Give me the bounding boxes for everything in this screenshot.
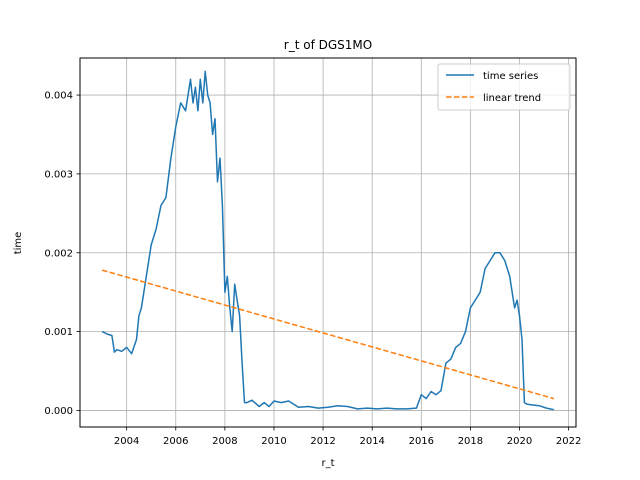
legend: time series linear trend <box>437 63 571 111</box>
x-tick-label: 2020 <box>507 436 532 447</box>
legend-label-time-series: time series <box>483 71 538 82</box>
x-tick-label: 2010 <box>261 436 286 447</box>
legend-label-linear-trend: linear trend <box>483 93 541 104</box>
y-axis-label: time <box>13 232 24 255</box>
x-axis-ticks: 2004 2006 2008 2010 2012 2014 2016 2018 2020 2022 <box>114 427 581 447</box>
x-axis-label: r_t <box>321 458 334 469</box>
axes-frame <box>79 57 577 428</box>
y-tick-label: 0.004 <box>44 91 73 102</box>
y-axis-ticks: 0.000 0.001 0.002 0.003 0.004 <box>44 91 80 417</box>
y-tick-label: 0.001 <box>44 327 73 338</box>
grid-lines <box>80 58 576 427</box>
series-layer <box>101 70 555 411</box>
series-line-linear-trend <box>101 269 555 400</box>
x-tick-label: 2008 <box>212 436 237 447</box>
x-tick-label: 2014 <box>359 436 384 447</box>
x-tick-label: 2018 <box>458 436 483 447</box>
x-tick-label: 2006 <box>163 436 188 447</box>
y-tick-label: 0.003 <box>44 169 73 180</box>
x-tick-label: 2012 <box>310 436 335 447</box>
x-tick-label: 2004 <box>114 436 139 447</box>
x-tick-label: 2022 <box>556 436 581 447</box>
y-tick-label: 0.002 <box>44 248 73 259</box>
x-tick-label: 2016 <box>409 436 434 447</box>
series-line-time-series <box>101 70 555 411</box>
y-tick-label: 0.000 <box>44 406 73 417</box>
chart-title: r_t of DGS1MO <box>284 38 372 52</box>
